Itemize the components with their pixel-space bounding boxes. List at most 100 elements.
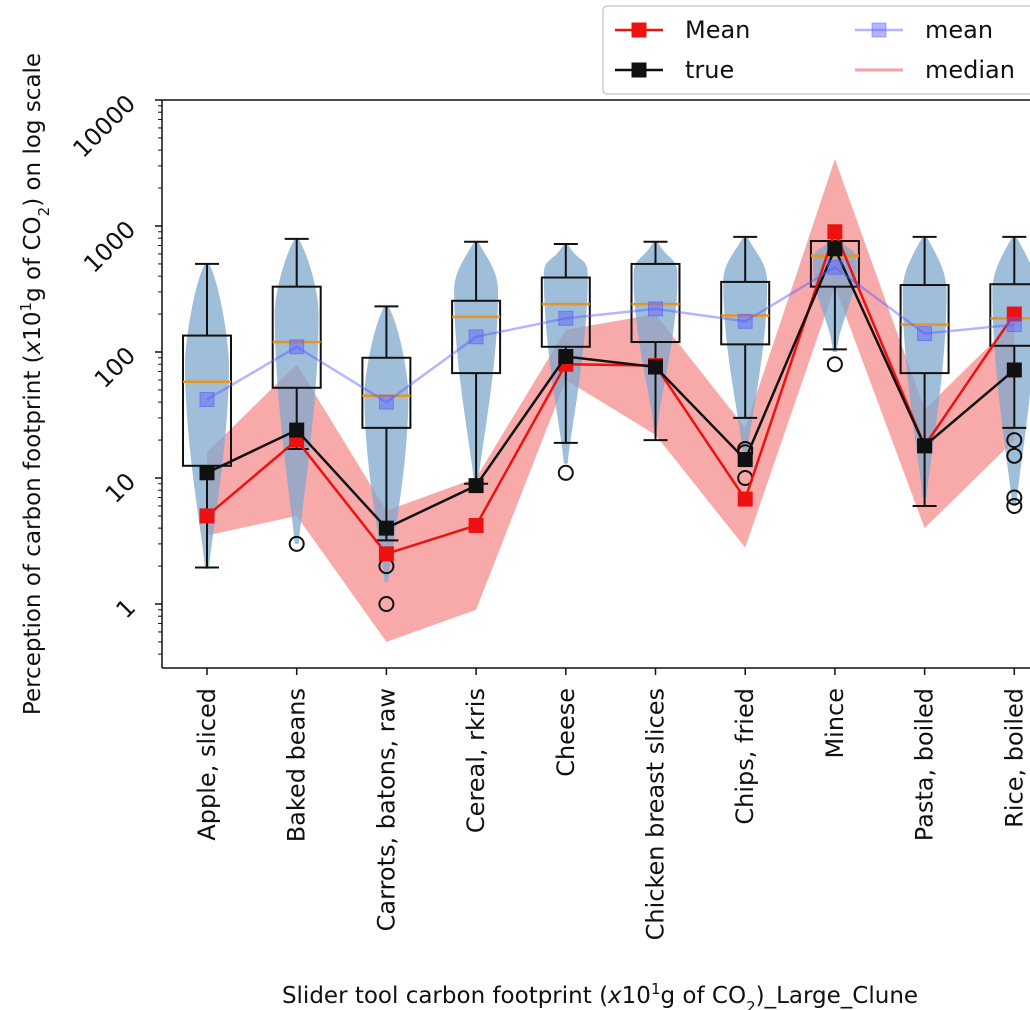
series-line [206, 265, 1015, 404]
series-point-9 [1006, 362, 1022, 378]
x-axis-title-part: 1 [651, 980, 661, 998]
legend-label: Mean [685, 16, 750, 44]
flier-0 [557, 464, 574, 481]
y-axis-title-part: ) on log scale [20, 53, 46, 207]
violin-8 [902, 236, 947, 498]
x-axis-title-part: 10 [622, 983, 651, 1009]
flier-0 [1006, 432, 1023, 449]
series-point-4 [558, 349, 574, 365]
flier-1 [1006, 447, 1023, 464]
plot-area [182, 159, 1030, 642]
series-point-4 [558, 310, 574, 326]
y-axis-title-part: 1 [17, 302, 35, 312]
series-point-0 [199, 508, 215, 524]
x-axis-title-part: Slider tool carbon footprint ( [282, 983, 608, 1009]
x-tick-label-4: Cheese [552, 688, 580, 777]
x-tick-label-1: Baked beans [283, 688, 311, 842]
flier-2 [1006, 489, 1023, 506]
box [451, 299, 502, 375]
series-point-3 [468, 329, 484, 345]
series-point-5 [648, 359, 663, 375]
y-axis-title: Perception of carbon footprint (x101g of… [17, 53, 53, 715]
y-axis-title-part: g of CO [20, 216, 46, 302]
legend-item-0: Mean [615, 16, 750, 44]
box [271, 285, 322, 389]
box [361, 356, 412, 429]
y-tick-label-3: 1000 [78, 215, 141, 278]
x-tick-label-5: Chicken breast slices [642, 688, 670, 940]
series-point-0 [199, 391, 215, 407]
y-tick-label-0: 1 [111, 593, 142, 624]
y-tick-label-1: 10 [100, 467, 141, 508]
box [720, 280, 771, 346]
series-true [199, 241, 1022, 536]
x-axis-title: Slider tool carbon footprint (x101g of C… [282, 980, 918, 1010]
x-tick-label-3: Cereal, rkris [462, 688, 490, 833]
legend-item-2: mean [855, 16, 993, 44]
boxplot-5 [630, 240, 681, 442]
y-tick-label-4: 10000 [67, 89, 141, 163]
x-axis-title-part: 2 [746, 998, 756, 1010]
median-band [207, 159, 1015, 642]
series-point-6 [737, 452, 753, 468]
series-point-5 [648, 301, 663, 317]
x-axis-title-part: )_Large_Clune [756, 983, 918, 1009]
violin-3 [454, 241, 499, 484]
x-tick-label-2: Carrots, batons, raw [372, 688, 400, 931]
x-axis-title-part: x [607, 983, 622, 1009]
legend: Mean true mean median [602, 5, 1030, 95]
flier-0 [288, 535, 305, 552]
series-point-2 [378, 520, 394, 536]
series-point-9 [1006, 317, 1022, 333]
y-axis-title-part: 10 [20, 311, 46, 340]
legend-label: median [925, 56, 1015, 84]
y-axis-title-part: Perception of carbon footprint ( [20, 354, 46, 715]
series-point-7 [827, 224, 843, 240]
series-point-3 [468, 478, 484, 494]
x-tick-label-9: Rice, boiled [1000, 688, 1028, 828]
series-point-6 [737, 491, 753, 507]
x-tick-label-6: Chips, fried [731, 688, 759, 825]
legend-frame [602, 5, 1030, 95]
flier-1 [378, 596, 395, 612]
x-tick-label-8: Pasta, boiled [911, 688, 939, 841]
x-tick-label-0: Apple, sliced [193, 688, 221, 841]
series-line [206, 228, 1016, 556]
series-point-8 [917, 438, 933, 454]
y-tick-label-2: 100 [89, 341, 141, 393]
series-point-1 [289, 422, 305, 438]
box [989, 283, 1030, 347]
y-axis-title-part: x [20, 340, 46, 355]
box [540, 276, 591, 348]
series-line [206, 245, 1016, 530]
series-point-7 [827, 259, 843, 275]
boxplot-6 [720, 235, 771, 486]
legend-marker [631, 22, 647, 38]
series-point-7 [827, 241, 843, 257]
series-point-2 [378, 546, 394, 562]
legend-label: true [685, 56, 734, 84]
series-point-6 [737, 313, 753, 329]
legend-marker [631, 62, 647, 78]
boxplot-8 [899, 235, 950, 507]
series-mean [199, 259, 1022, 410]
x-axis-title-part: g of CO [661, 983, 747, 1009]
legend-item-1: true [615, 56, 734, 84]
series-point-2 [378, 394, 394, 410]
series-point-3 [468, 517, 484, 533]
series-point-1 [289, 339, 305, 355]
legend-label: mean [925, 16, 993, 44]
violin-0 [185, 263, 229, 569]
box [899, 284, 950, 375]
legend-item-3: median [855, 56, 1015, 84]
flier-3 [1006, 497, 1023, 514]
legend-marker [871, 22, 887, 38]
y-axis-title-part: 2 [35, 207, 53, 217]
series-point-8 [917, 326, 933, 342]
boxplot-3 [451, 240, 502, 485]
x-tick-label-7: Mince [821, 688, 849, 759]
violin-5 [633, 241, 678, 428]
series-point-0 [199, 465, 215, 481]
